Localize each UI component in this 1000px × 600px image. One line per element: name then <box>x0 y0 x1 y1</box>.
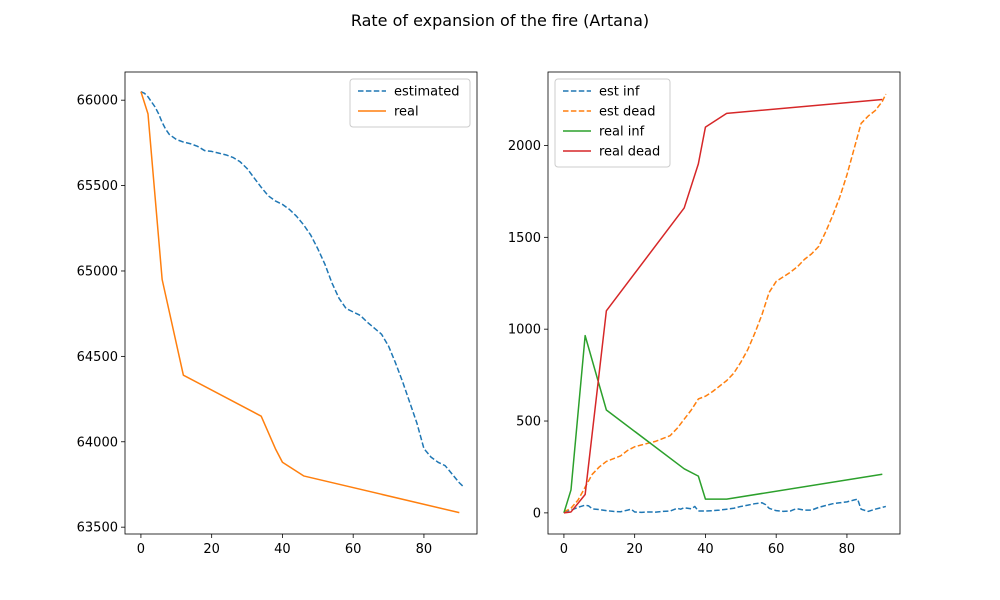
legend-label: real dead <box>599 145 660 160</box>
legend-box <box>554 78 671 168</box>
axes-frame <box>547 71 901 535</box>
series-line-real-inf <box>563 334 883 514</box>
x-tick-label: 0 <box>137 542 145 557</box>
y-tick-label: 63500 <box>77 521 118 536</box>
x-tick-label: 80 <box>416 542 433 557</box>
legend-label: est inf <box>599 85 640 100</box>
legend-label: est dead <box>599 105 655 120</box>
series-line-real <box>140 91 460 514</box>
legend-label: estimated <box>394 85 459 100</box>
legend-label: real inf <box>599 125 645 140</box>
y-tick-label: 2000 <box>508 139 541 154</box>
y-tick-label: 65500 <box>77 179 118 194</box>
y-tick-label: 1000 <box>508 323 541 338</box>
legend: est inf est dead real inf real dead <box>554 78 671 168</box>
y-tick-label: 500 <box>516 415 541 430</box>
axes-frame <box>124 71 478 535</box>
x-tick-label: 0 <box>560 542 568 557</box>
series-line-est-dead <box>563 93 887 513</box>
legend-label: real <box>394 105 419 120</box>
x-tick-label: 20 <box>626 542 643 557</box>
y-tick-label: 65000 <box>77 264 118 279</box>
y-tick-label: 0 <box>533 506 541 521</box>
y-tick-label: 1500 <box>508 231 541 246</box>
y-tick-label: 66000 <box>77 94 118 109</box>
legend: estimated real <box>349 78 471 128</box>
x-tick-label: 40 <box>697 542 714 557</box>
y-tick-label: 64000 <box>77 435 118 450</box>
x-tick-label: 80 <box>839 542 856 557</box>
legend-box <box>349 78 471 128</box>
y-tick-label: 64500 <box>77 350 118 365</box>
x-tick-label: 60 <box>345 542 362 557</box>
x-tick-label: 60 <box>768 542 785 557</box>
series-line-real-dead <box>563 98 883 514</box>
x-tick-label: 40 <box>274 542 291 557</box>
figure-title: Rate of expansion of the fire (Artana) <box>351 11 649 30</box>
series-line-est-inf <box>563 498 887 514</box>
left-axes: 0 20 40 60 80 63500 64000 64500 65000 65500 66000 e… <box>77 71 478 557</box>
series-line-estimated <box>140 90 464 487</box>
right-axes: 0 20 40 60 80 0 500 1000 1500 2000 est inf est dead… <box>508 71 901 557</box>
x-tick-label: 20 <box>203 542 220 557</box>
